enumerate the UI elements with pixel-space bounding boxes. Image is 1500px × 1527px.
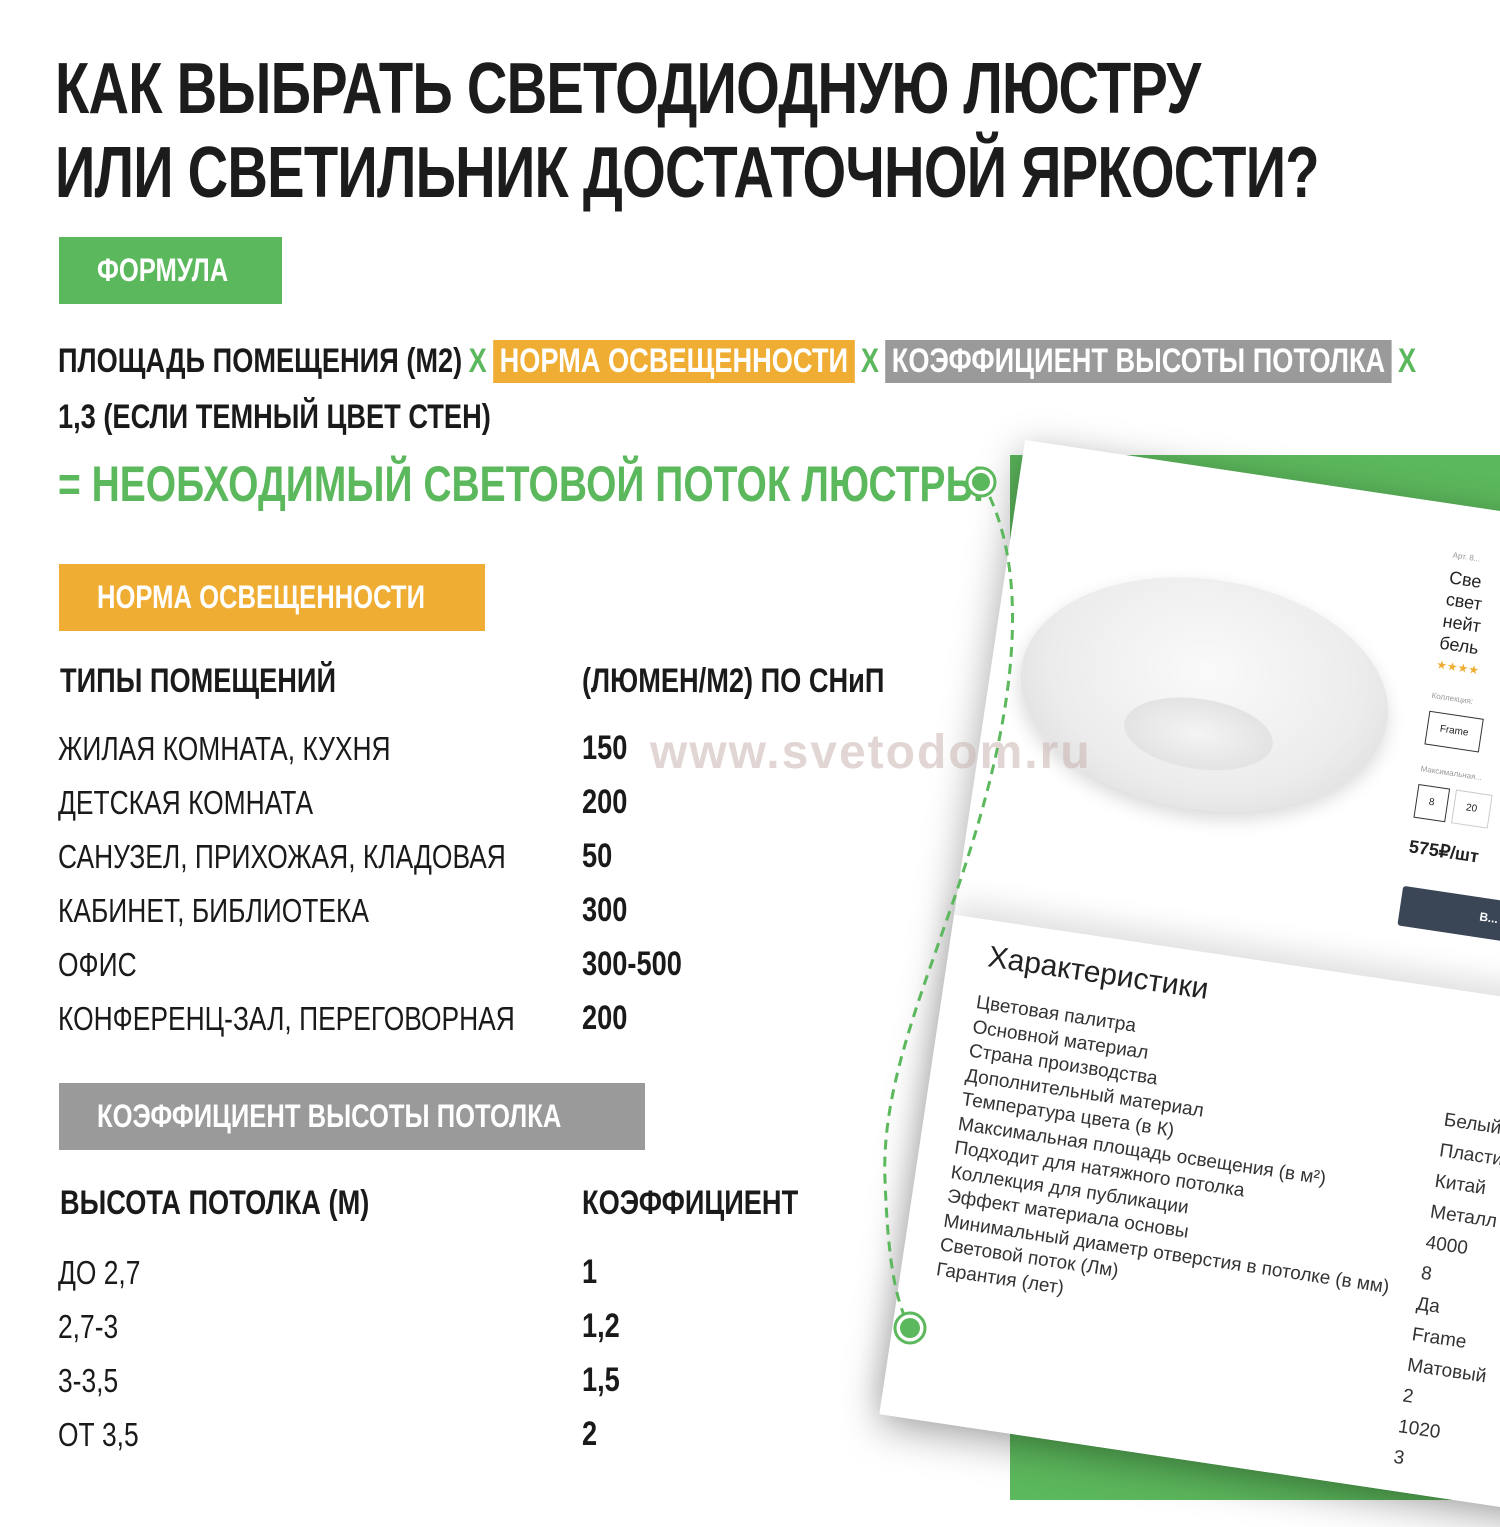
times-sign: Х <box>1397 342 1417 380</box>
norm-row-type: ОФИС <box>58 946 137 983</box>
coef-row-value: 1 <box>582 1253 598 1291</box>
times-sign: Х <box>468 342 487 380</box>
norm-row-value: 200 <box>582 999 628 1037</box>
norm-row-value: 300 <box>582 891 628 929</box>
coef-tag: КОЭФФИЦИЕНТ ВЫСОТЫ ПОТОЛКА <box>59 1083 645 1150</box>
coef-header-coef: КОЭФФИЦИЕНТ <box>582 1184 799 1222</box>
coef-row-value: 1,2 <box>582 1307 620 1345</box>
norm-row-type: САНУЗЕЛ, ПРИХОЖАЯ, КЛАДОВАЯ <box>58 838 506 875</box>
formula-line: ПЛОЩАДЬ ПОМЕЩЕНИЯ (М2) Х НОРМА ОСВЕЩЕННО… <box>58 340 1416 383</box>
connector-end-dot-inner <box>900 1318 920 1338</box>
formula-line-2: 1,3 (ЕСЛИ ТЕМНЫЙ ЦВЕТ СТЕН) <box>58 398 491 436</box>
title-line-2: ИЛИ СВЕТИЛЬНИК ДОСТАТОЧНОЙ ЯРКОСТИ? <box>55 133 1320 213</box>
formula-coef: КОЭФФИЦИЕНТ ВЫСОТЫ ПОТОЛКА <box>885 340 1392 383</box>
norm-row-type: ДЕТСКАЯ КОМНАТА <box>58 784 314 821</box>
norm-header-type: ТИПЫ ПОМЕЩЕНИЙ <box>60 662 337 700</box>
times-sign: Х <box>860 342 879 380</box>
norm-header-lumen: (ЛЮМЕН/М2) ПО СНиП <box>582 662 885 700</box>
dashed-connector-line <box>883 481 1015 1329</box>
coef-row-value: 1,5 <box>582 1361 620 1399</box>
formula-result: = НЕОБХОДИМЫЙ СВЕТОВОЙ ПОТОК ЛЮСТРЫ <box>58 456 984 512</box>
coef-row-height: 2,7-3 <box>58 1308 119 1345</box>
formula-norm: НОРМА ОСВЕЩЕННОСТИ <box>493 340 855 383</box>
title-line-1: КАК ВЫБРАТЬ СВЕТОДИОДНУЮ ЛЮСТРУ <box>55 49 1201 129</box>
norm-row-value: 300-500 <box>582 945 682 983</box>
norm-row-value: 150 <box>582 729 628 767</box>
formula-area: ПЛОЩАДЬ ПОМЕЩЕНИЯ (М2) <box>58 342 463 380</box>
norm-row-value: 200 <box>582 783 628 821</box>
formula-tag: ФОРМУЛА <box>59 237 282 304</box>
watermark: www.svetodom.ru <box>650 726 1092 779</box>
coef-row-height: ДО 2,7 <box>58 1254 141 1291</box>
norm-row-value: 50 <box>582 837 613 875</box>
coef-row-height: ОТ 3,5 <box>58 1416 139 1453</box>
coef-row-value: 2 <box>582 1415 598 1453</box>
norm-row-type: КОНФЕРЕНЦ-ЗАЛ, ПЕРЕГОВОРНАЯ <box>58 1000 515 1037</box>
norm-row-type: ЖИЛАЯ КОМНАТА, КУХНЯ <box>58 730 391 767</box>
coef-header-height: ВЫСОТА ПОТОЛКА (М) <box>60 1184 370 1222</box>
coef-row-height: 3-3,5 <box>58 1362 119 1399</box>
norm-tag: НОРМА ОСВЕЩЕННОСТИ <box>59 564 485 631</box>
norm-row-type: КАБИНЕТ, БИБЛИОТЕКА <box>58 892 370 929</box>
connector-start-dot-inner <box>972 473 990 491</box>
